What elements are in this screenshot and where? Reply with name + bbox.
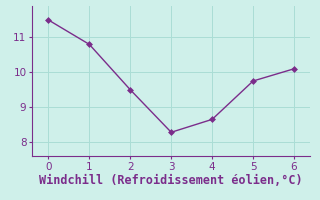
X-axis label: Windchill (Refroidissement éolien,°C): Windchill (Refroidissement éolien,°C) [39, 174, 303, 187]
